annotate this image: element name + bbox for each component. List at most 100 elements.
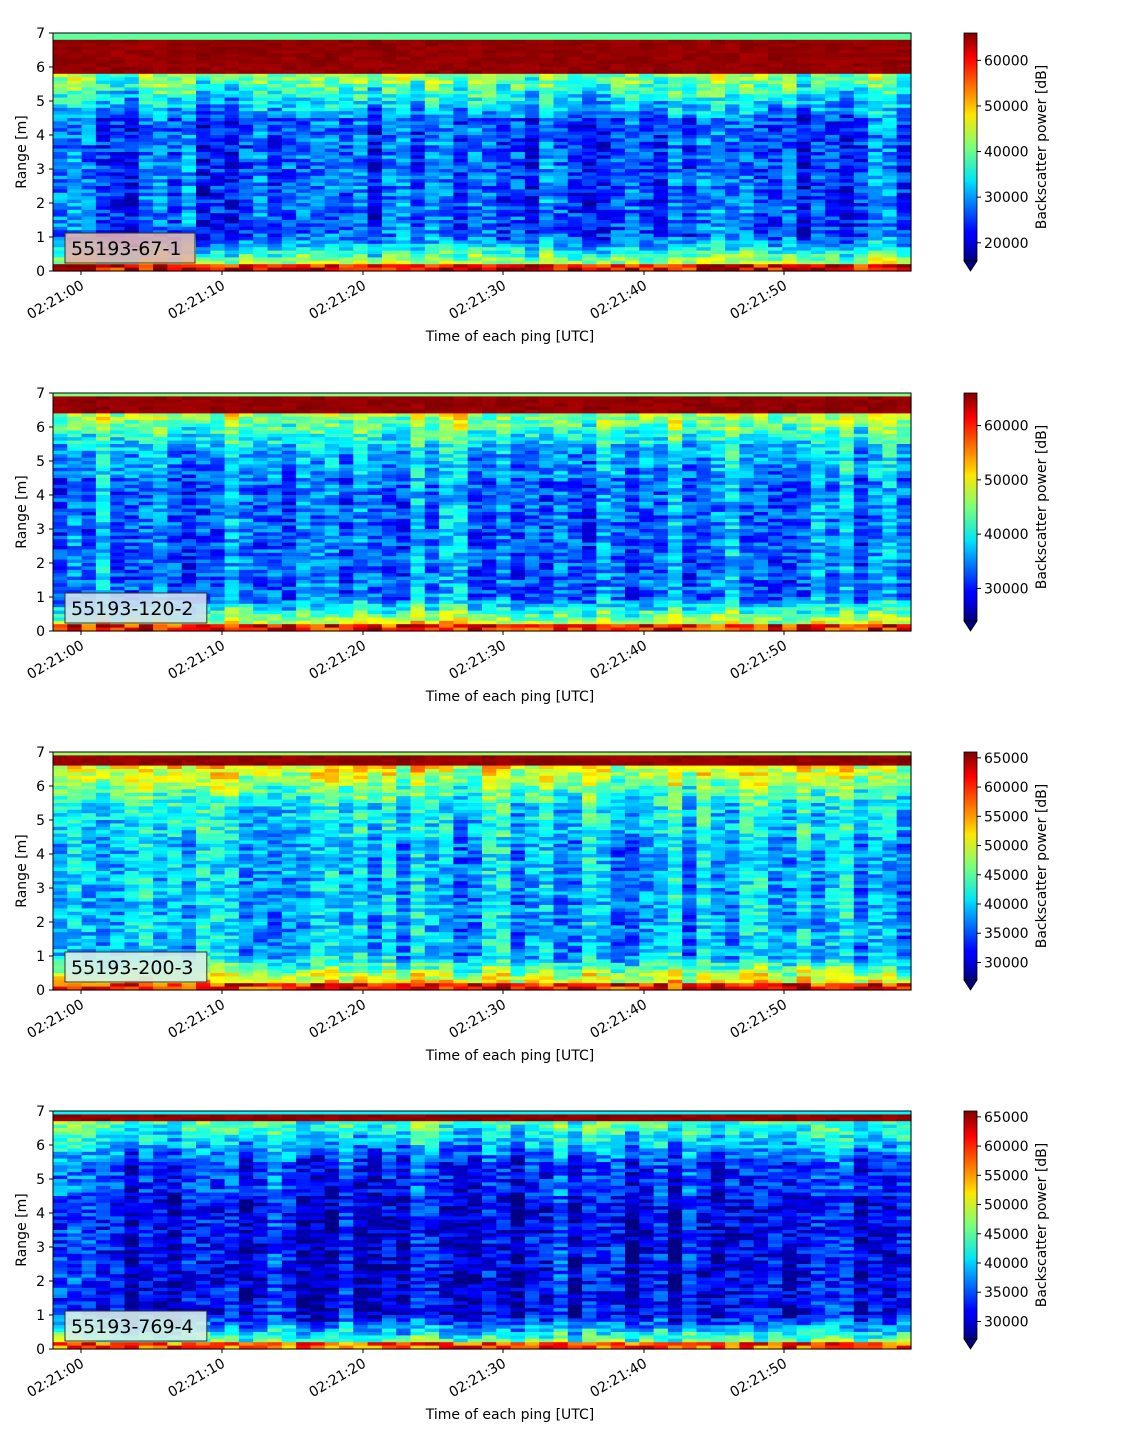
heatmap-cell (410, 155, 426, 160)
heatmap-cell (67, 124, 83, 129)
heatmap-cell (768, 230, 783, 235)
heatmap-cell (653, 56, 669, 61)
heatmap-cell (339, 250, 354, 255)
heatmap-cell (868, 206, 883, 211)
heatmap-cell (296, 237, 311, 241)
heatmap-cell (310, 223, 326, 228)
heatmap-cell (81, 118, 97, 122)
heatmap-cell (796, 43, 812, 48)
heatmap-cell (353, 60, 369, 65)
heatmap-cell (610, 233, 626, 238)
heatmap-cell (67, 63, 83, 68)
heatmap-cell (81, 70, 97, 75)
heatmap-cell (110, 118, 126, 122)
heatmap-cell (281, 107, 297, 112)
heatmap-cell (510, 60, 526, 65)
heatmap-cell (53, 620, 68, 625)
heatmap-cell (739, 141, 755, 146)
heatmap-cell (782, 121, 798, 126)
heatmap-cell (367, 216, 383, 221)
heatmap-cell (410, 39, 426, 44)
heatmap-cell (124, 529, 140, 533)
heatmap-cell (310, 169, 326, 173)
heatmap-cell (682, 209, 698, 214)
heatmap-cell (138, 393, 154, 397)
heatmap-cell (196, 427, 211, 431)
heatmap-cell (367, 84, 383, 88)
heatmap-cell (353, 43, 369, 48)
heatmap-cell (67, 186, 83, 190)
heatmap-cell (682, 169, 698, 173)
heatmap-cell (167, 63, 183, 68)
heatmap-cell (53, 158, 68, 163)
heatmap-cell (839, 128, 855, 133)
heatmap-cell (810, 104, 826, 109)
heatmap-cell (682, 237, 698, 241)
heatmap-cell (682, 67, 698, 71)
heatmap-cell (138, 491, 154, 496)
heatmap-cell (367, 128, 383, 133)
heatmap-cell (868, 209, 883, 214)
heatmap-cell (95, 104, 111, 109)
heatmap-cell (310, 121, 326, 126)
heatmap-cell (224, 121, 240, 126)
heatmap-cell (353, 260, 369, 265)
heatmap-cell (367, 165, 383, 170)
heatmap-cell (882, 43, 898, 48)
heatmap-cell (739, 63, 755, 68)
heatmap-cell (324, 237, 340, 241)
heatmap-cell (53, 206, 68, 211)
heatmap-cell (639, 56, 655, 61)
heatmap-cell (696, 131, 712, 136)
heatmap-cell (67, 162, 83, 167)
heatmap-cell (153, 206, 168, 211)
heatmap-cell (853, 101, 869, 105)
heatmap-cell (482, 186, 497, 190)
heatmap-cell (496, 97, 512, 102)
heatmap-cell (896, 80, 912, 85)
heatmap-cell (653, 196, 669, 201)
heatmap-cell (339, 46, 354, 51)
heatmap-cell (596, 104, 612, 109)
heatmap-cell (224, 209, 240, 214)
heatmap-cell (882, 141, 898, 146)
heatmap-cell (610, 206, 626, 211)
heatmap-cell (424, 226, 440, 231)
heatmap-cell (768, 97, 783, 102)
heatmap-cell (396, 39, 412, 44)
heatmap-cell (439, 254, 454, 258)
heatmap-cell (224, 104, 240, 109)
heatmap-cell (868, 138, 883, 143)
heatmap-cell (339, 267, 354, 272)
heatmap-cell (467, 182, 483, 187)
heatmap-cell (53, 175, 68, 180)
heatmap-cell (768, 182, 783, 187)
heatmap-cell (396, 50, 412, 54)
heatmap-cell (810, 124, 826, 129)
heatmap-cell (167, 508, 183, 513)
heatmap-cell (267, 39, 283, 44)
heatmap-cell (439, 111, 454, 116)
heatmap-cell (196, 549, 211, 554)
heatmap-cell (95, 182, 111, 187)
heatmap-cell (267, 60, 283, 65)
heatmap-cell (739, 155, 755, 160)
heatmap-cell (81, 46, 97, 51)
heatmap-cell (167, 186, 183, 190)
heatmap-cell (710, 179, 726, 184)
heatmap-cell (396, 135, 412, 139)
heatmap-cell (367, 73, 383, 78)
heatmap-cell (582, 36, 597, 41)
heatmap-cell (496, 145, 512, 150)
heatmap-cell (753, 230, 769, 235)
heatmap-cell (653, 97, 669, 102)
heatmap-cell (153, 478, 168, 482)
heatmap-cell (424, 87, 440, 92)
heatmap-cell (153, 416, 168, 421)
heatmap-cell (95, 206, 111, 211)
heatmap-cell (439, 104, 454, 109)
heatmap-cell (53, 104, 68, 109)
heatmap-cell (439, 39, 454, 44)
heatmap-cell (510, 121, 526, 126)
heatmap-cell (81, 529, 97, 533)
